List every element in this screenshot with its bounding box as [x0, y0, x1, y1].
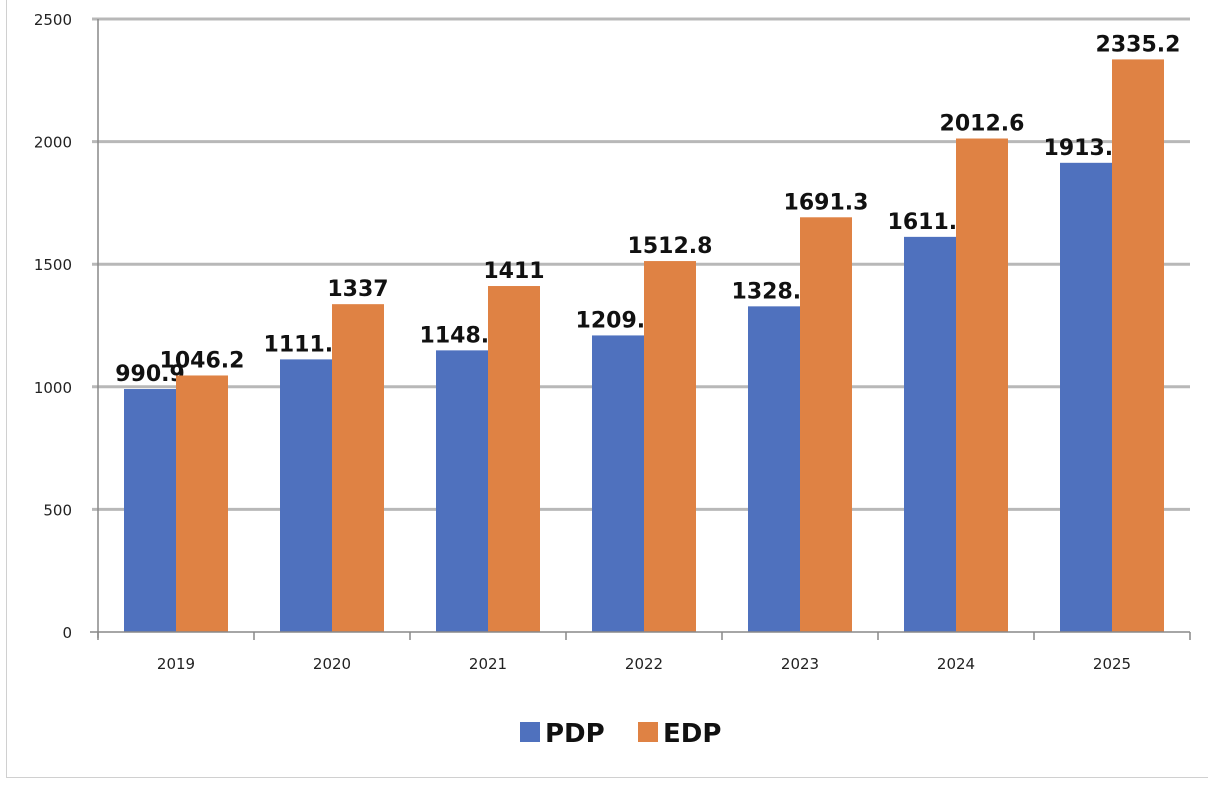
x-tick-label: 2022 [625, 655, 663, 673]
bar-pdp [592, 335, 644, 632]
chart-frame [6, 0, 1208, 778]
data-label: 1046.2 [160, 348, 245, 373]
data-label: 1512.8 [628, 234, 713, 259]
y-tick-label: 2000 [34, 134, 72, 152]
bar-edp [488, 286, 540, 632]
data-label: 1691.3 [784, 190, 869, 215]
data-label: 2335.2 [1096, 32, 1181, 57]
y-tick-label: 0 [62, 624, 72, 642]
bar-pdp [280, 359, 332, 632]
legend-label: EDP [663, 719, 721, 749]
bar-pdp [1060, 162, 1112, 632]
bar-edp [176, 375, 228, 632]
data-label: 990.9 [115, 362, 185, 387]
bar-pdp [748, 306, 800, 632]
bar-pdp [436, 350, 488, 632]
data-label: 1411 [483, 259, 544, 284]
legend-swatch-edp [638, 722, 658, 742]
x-tick-label: 2021 [469, 655, 507, 673]
legend-label: PDP [545, 719, 605, 749]
bar-edp [956, 138, 1008, 632]
bar-edp [644, 261, 696, 632]
data-label: 2012.6 [940, 112, 1025, 137]
y-tick-label: 2500 [34, 11, 72, 29]
x-tick-label: 2023 [781, 655, 819, 673]
bar-pdp [124, 389, 176, 632]
y-tick-label: 500 [43, 501, 72, 519]
x-tick-label: 2020 [313, 655, 351, 673]
bar-edp [800, 217, 852, 632]
data-label: 1337 [327, 277, 388, 302]
x-tick-label: 2019 [157, 655, 195, 673]
y-tick-label: 1000 [34, 379, 72, 397]
x-tick-label: 2024 [937, 655, 975, 673]
x-tick-label: 2025 [1093, 655, 1131, 673]
y-tick-label: 1500 [34, 256, 72, 274]
bar-edp [1112, 59, 1164, 633]
legend-swatch-pdp [520, 722, 540, 742]
bar-edp [332, 304, 384, 632]
bar-pdp [904, 236, 956, 632]
